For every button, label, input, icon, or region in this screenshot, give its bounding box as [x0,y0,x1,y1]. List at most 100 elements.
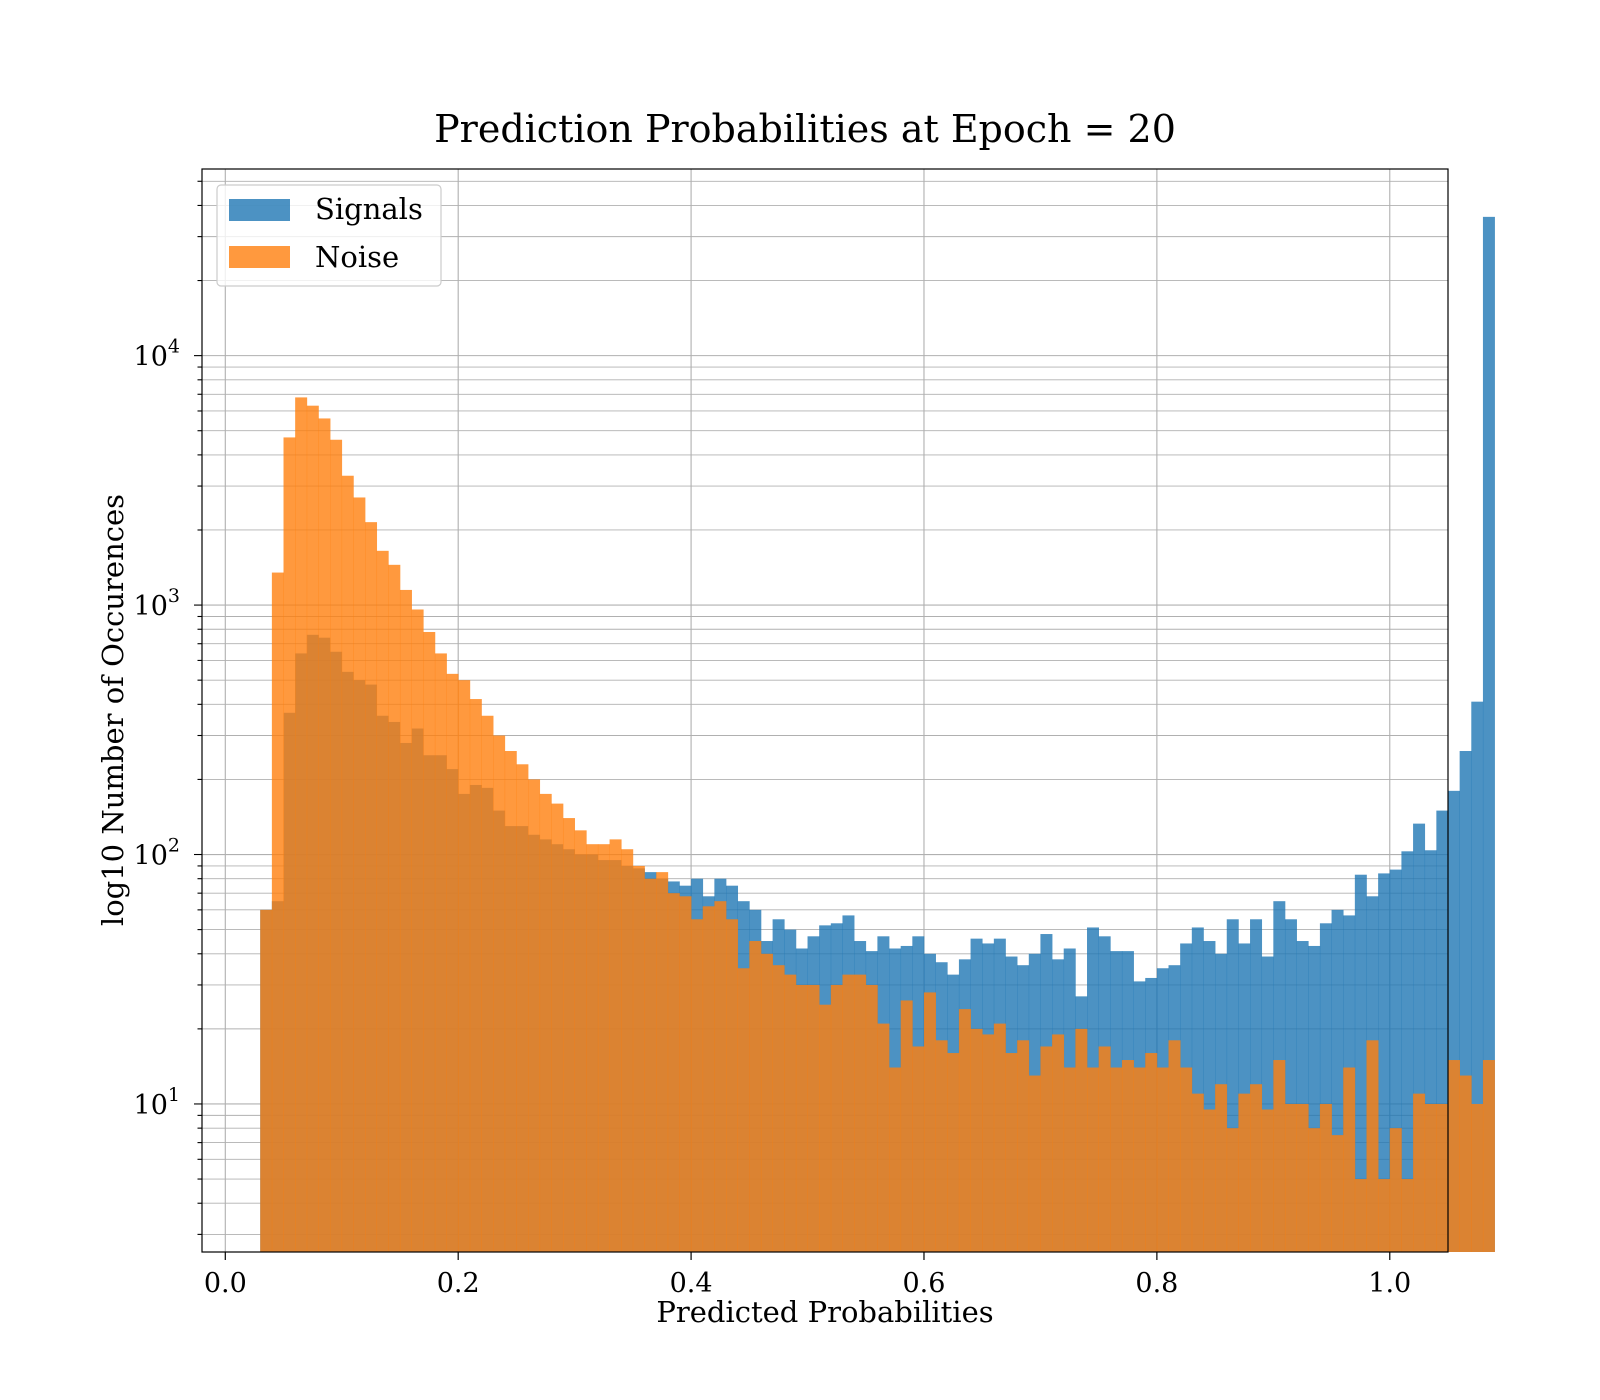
noise-bar [1052,1034,1065,1252]
noise-bar [586,844,599,1252]
noise-bar [644,878,657,1252]
noise-bar [318,418,331,1252]
x-tick-label: 0.4 [670,1268,713,1299]
y-tick-label: 102 [134,835,180,872]
noise-bar [784,974,797,1252]
noise-bar [504,751,517,1252]
noise-bar [1482,1060,1495,1252]
noise-bars [260,397,1495,1253]
noise-bar [551,803,564,1252]
signals-bar [1389,869,1402,1252]
noise-bar [982,1034,995,1252]
noise-bar [1110,1067,1123,1252]
signals-bar [1284,919,1297,1252]
noise-bar [1366,1040,1379,1252]
x-axis-ticks: 0.0 0.2 0.4 0.6 0.8 1.0 [204,1252,1411,1299]
noise-bar [1005,1053,1018,1252]
noise-bar [493,735,506,1252]
noise-bar [306,405,319,1252]
noise-bar [1448,1060,1460,1252]
signals-bar [1226,919,1239,1252]
noise-bar [1273,1060,1286,1252]
noise-bar [749,941,762,1252]
noise-bar [1343,1067,1356,1252]
noise-bar [469,699,482,1252]
noise-bar [1319,1103,1332,1252]
noise-bar [679,896,692,1252]
noise-bar [737,968,750,1252]
noise-bar [1098,1046,1111,1252]
x-tick-label: 0.0 [204,1268,247,1299]
noise-bar [1401,1179,1414,1252]
noise-bar [807,984,820,1252]
noise-bar [1378,1179,1391,1252]
signals-bar [1378,873,1391,1252]
x-axis-label: Predicted Probabilities [656,1295,993,1329]
signals-bar [1448,790,1460,1252]
signals-bar [1331,909,1344,1252]
noise-bar [458,680,471,1252]
noise-bar [1238,1093,1251,1252]
noise-bar [935,1040,948,1252]
signals-bar [1482,216,1495,1253]
signals-bar [1308,945,1321,1252]
signals-bar [1296,941,1309,1252]
noise-bar [1413,1093,1426,1252]
noise-bar [423,631,436,1252]
noise-bar [434,653,447,1252]
legend-label-noise: Noise [315,240,399,274]
noise-bar [993,1023,1006,1252]
noise-bar [830,984,843,1252]
noise-bar [1250,1084,1263,1252]
noise-bar [353,497,366,1253]
noise-bar [900,1000,913,1252]
noise-bar [574,830,587,1252]
noise-bar [912,1046,925,1252]
noise-bar [481,715,494,1252]
noise-bar [819,1004,832,1252]
signals-bar [1471,701,1484,1252]
noise-bar [1459,1075,1472,1252]
noise-bar [691,919,704,1252]
noise-bar [1471,1103,1484,1252]
noise-bar [1296,1103,1309,1252]
noise-bar [1308,1128,1321,1252]
plot-area: 0.0 0.2 0.4 0.6 0.8 1.0 101 102 103 104 [134,168,1495,1299]
noise-bar [621,849,634,1252]
noise-bar [411,609,424,1252]
signals-bar [1459,751,1472,1252]
noise-bar [842,974,855,1252]
noise-bar [970,1028,983,1252]
y-axis-label: log10 Number of Occurences [96,494,130,926]
noise-bar [597,844,610,1252]
signals-bar [1436,810,1449,1252]
signals-bar [1401,851,1414,1252]
noise-bar [1121,1060,1134,1252]
x-tick-label: 1.0 [1368,1268,1411,1299]
noise-bar [260,909,273,1252]
noise-bar [1017,1040,1030,1252]
noise-bar [1261,1109,1274,1252]
noise-bar [1436,1103,1449,1252]
noise-bar [1087,1067,1100,1252]
plot-frame [201,168,1449,1253]
noise-bar [1389,1128,1402,1252]
noise-bar [1040,1046,1053,1252]
noise-bar [760,953,773,1252]
signals-bar [1191,927,1204,1252]
noise-bar [889,1067,902,1252]
noise-bar [1075,1028,1088,1252]
noise-bar [656,872,669,1252]
signals-bar [1424,850,1437,1252]
noise-bar [958,1009,971,1252]
legend-swatch-signals [229,199,290,221]
noise-bar [1354,1179,1367,1252]
noise-bar [1424,1103,1437,1252]
noise-bar [1180,1067,1193,1252]
noise-bar [399,589,412,1252]
noise-bar [702,906,715,1252]
noise-bar [1331,1135,1344,1252]
x-tick-label: 0.2 [437,1268,480,1299]
noise-bar [1156,1067,1169,1252]
noise-bar [539,793,552,1252]
